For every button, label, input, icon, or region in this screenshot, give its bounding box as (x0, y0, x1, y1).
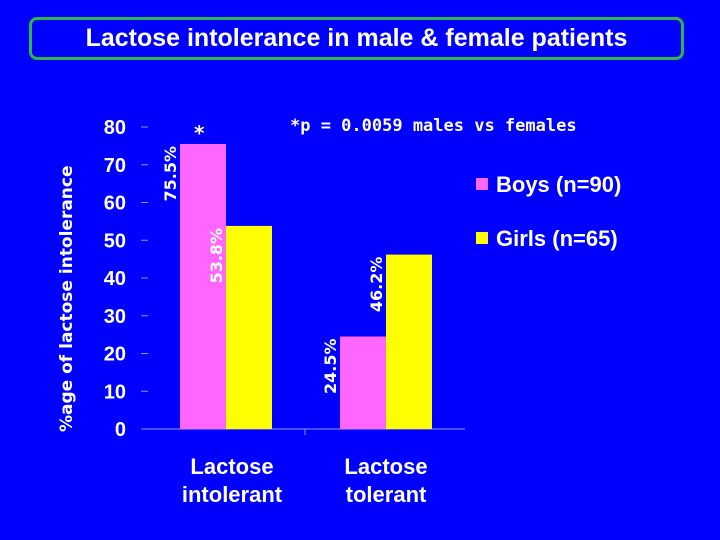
chart-bars (180, 143, 432, 430)
y-axis-label: %age of lactose intolerance (57, 165, 77, 432)
y-tick-label: 0 (115, 419, 126, 441)
chart-axes (145, 428, 465, 435)
y-tick-label: 10 (104, 381, 126, 403)
y-tick-label: 80 (104, 117, 126, 139)
bar-value-label: 75.5% (161, 146, 180, 202)
y-tick-label: 60 (104, 193, 126, 215)
legend-label-girls: Girls (n=65) (496, 226, 618, 251)
legend-swatch-girls (476, 232, 488, 244)
category-label-line2: intolerant (182, 482, 283, 507)
bar-data-labels: 75.5% 53.8% 24.5% 46.2% (161, 146, 386, 394)
category-label-line1: Lactose (344, 454, 427, 479)
bar-value-label: 24.5% (321, 339, 340, 395)
y-tick-label: 40 (104, 268, 126, 290)
category-label-line2: tolerant (346, 482, 427, 507)
bar-value-label: 53.8% (207, 228, 226, 284)
chart-title: Lactose intolerance in male & female pat… (85, 24, 628, 52)
bar-boys-0 (180, 143, 226, 430)
category-label-line1: Lactose (190, 454, 273, 479)
legend: Boys (n=90) Girls (n=65) (476, 172, 621, 251)
y-tick-label: 50 (104, 230, 126, 252)
y-tick-label: 70 (104, 155, 126, 177)
bar-girls-1 (386, 254, 432, 429)
y-tick-label: 20 (104, 344, 126, 366)
bar-value-label: 46.2% (367, 257, 386, 313)
chart-title-box: Lactose intolerance in male & female pat… (29, 17, 684, 60)
y-tick-label: 30 (104, 306, 126, 328)
bar-girls-0 (226, 225, 272, 429)
y-axis-ticks: 0 10 20 30 40 50 60 70 80 (104, 117, 148, 441)
legend-label-boys: Boys (n=90) (496, 172, 621, 197)
significance-annotation: *p = 0.0059 males vs females (290, 116, 577, 136)
significance-marker: * (194, 121, 205, 145)
legend-swatch-boys (476, 178, 488, 190)
category-labels: Lactose intolerant Lactose tolerant (182, 454, 428, 507)
bar-boys-1 (340, 336, 386, 429)
